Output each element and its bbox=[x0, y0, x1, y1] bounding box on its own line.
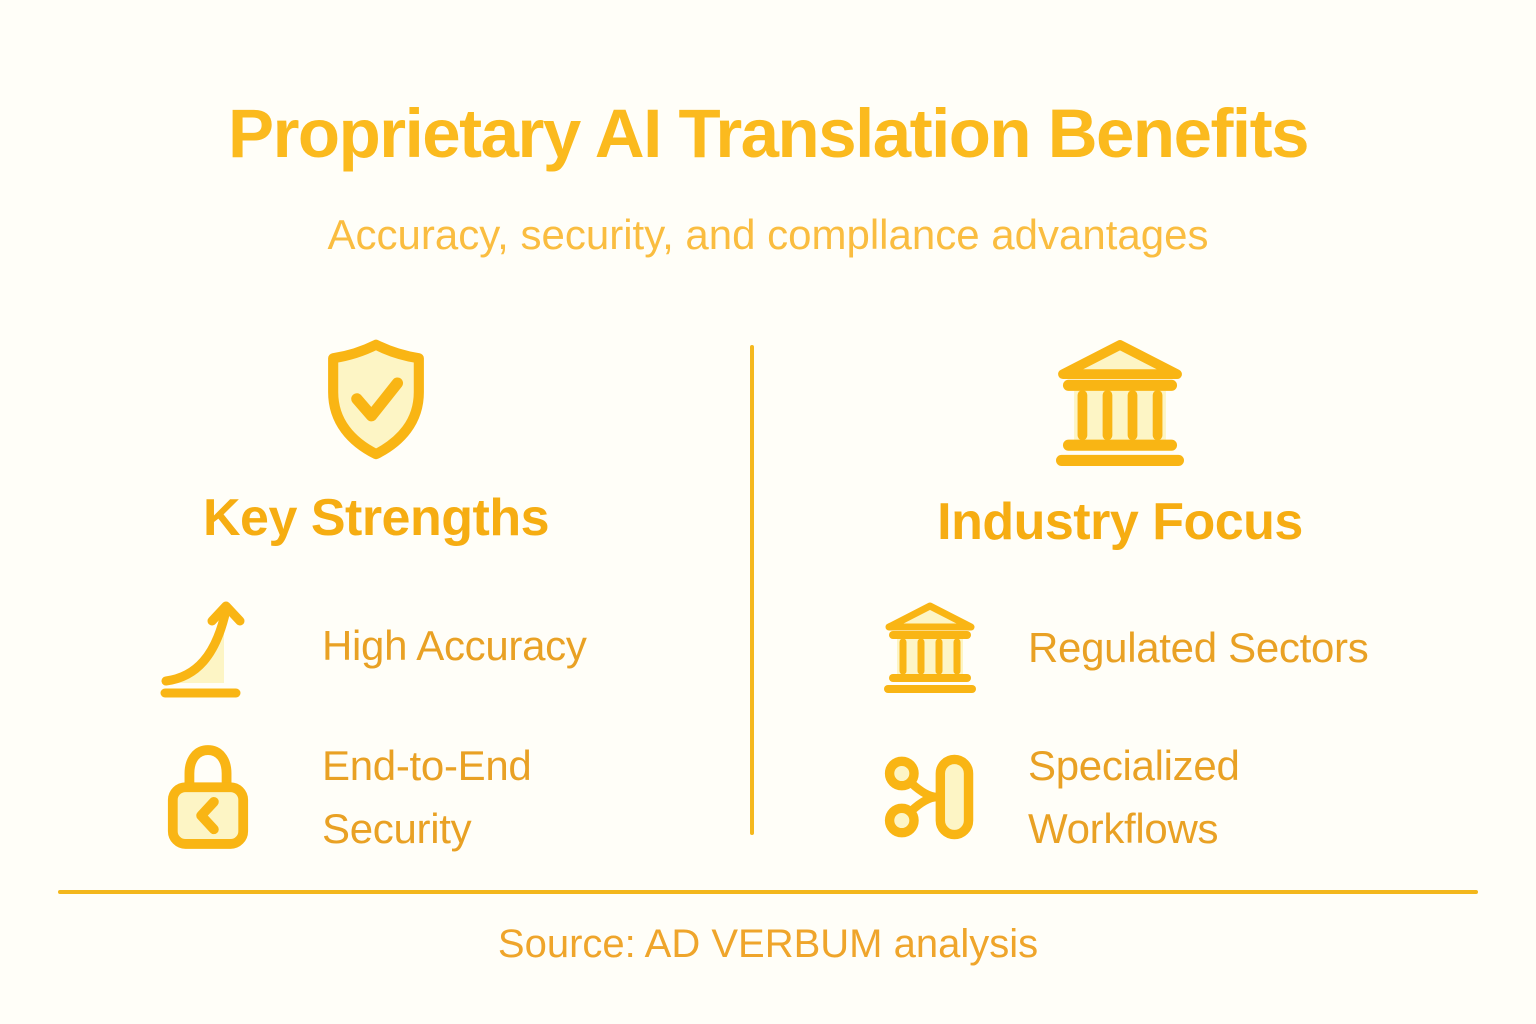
heading-industry-focus: Industry Focus bbox=[937, 493, 1303, 551]
item-label: Specialized Workflows bbox=[1028, 742, 1240, 852]
vertical-divider bbox=[750, 345, 754, 835]
list-item-high-accuracy: High Accuracy bbox=[158, 590, 720, 700]
key-strengths-items: High Accuracy End-to-End Security bbox=[32, 590, 720, 860]
page-subtitle: Accuracy, security, and compllance advan… bbox=[327, 211, 1209, 258]
shield-check-icon bbox=[319, 338, 433, 462]
item-label: End-to-End Security bbox=[322, 742, 532, 852]
column-industry-focus: Industry Focus Regulat bbox=[784, 338, 1456, 860]
lock-icon bbox=[158, 736, 258, 858]
page-title: Proprietary AI Translation Benefits bbox=[228, 95, 1309, 172]
bank-icon bbox=[1050, 338, 1190, 466]
source-attribution: Source: AD VERBUM analysis bbox=[497, 922, 1039, 966]
column-key-strengths: Key Strengths High Accuracy bbox=[32, 338, 720, 860]
horizontal-divider bbox=[58, 890, 1478, 894]
list-item-end-to-end-security: End-to-End Security bbox=[158, 734, 720, 860]
heading-key-strengths: Key Strengths bbox=[202, 489, 550, 547]
item-label: Regulated Sectors bbox=[1028, 623, 1369, 671]
bank-icon bbox=[880, 594, 980, 700]
item-label: High Accuracy bbox=[322, 621, 587, 669]
industry-focus-items: Regulated Sectors Specialized Workflows bbox=[784, 594, 1456, 860]
trend-up-chart-icon bbox=[158, 590, 258, 700]
workflow-icon bbox=[880, 750, 980, 844]
list-item-regulated-sectors: Regulated Sectors bbox=[880, 594, 1456, 700]
list-item-specialized-workflows: Specialized Workflows bbox=[880, 734, 1456, 860]
